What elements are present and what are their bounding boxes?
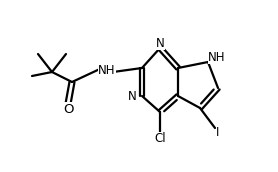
Text: N: N (128, 89, 137, 103)
Text: NH: NH (98, 63, 116, 77)
Text: Cl: Cl (154, 132, 166, 146)
Text: NH: NH (208, 51, 226, 63)
Text: I: I (216, 126, 220, 138)
Text: O: O (63, 103, 73, 116)
Text: N: N (156, 36, 164, 50)
